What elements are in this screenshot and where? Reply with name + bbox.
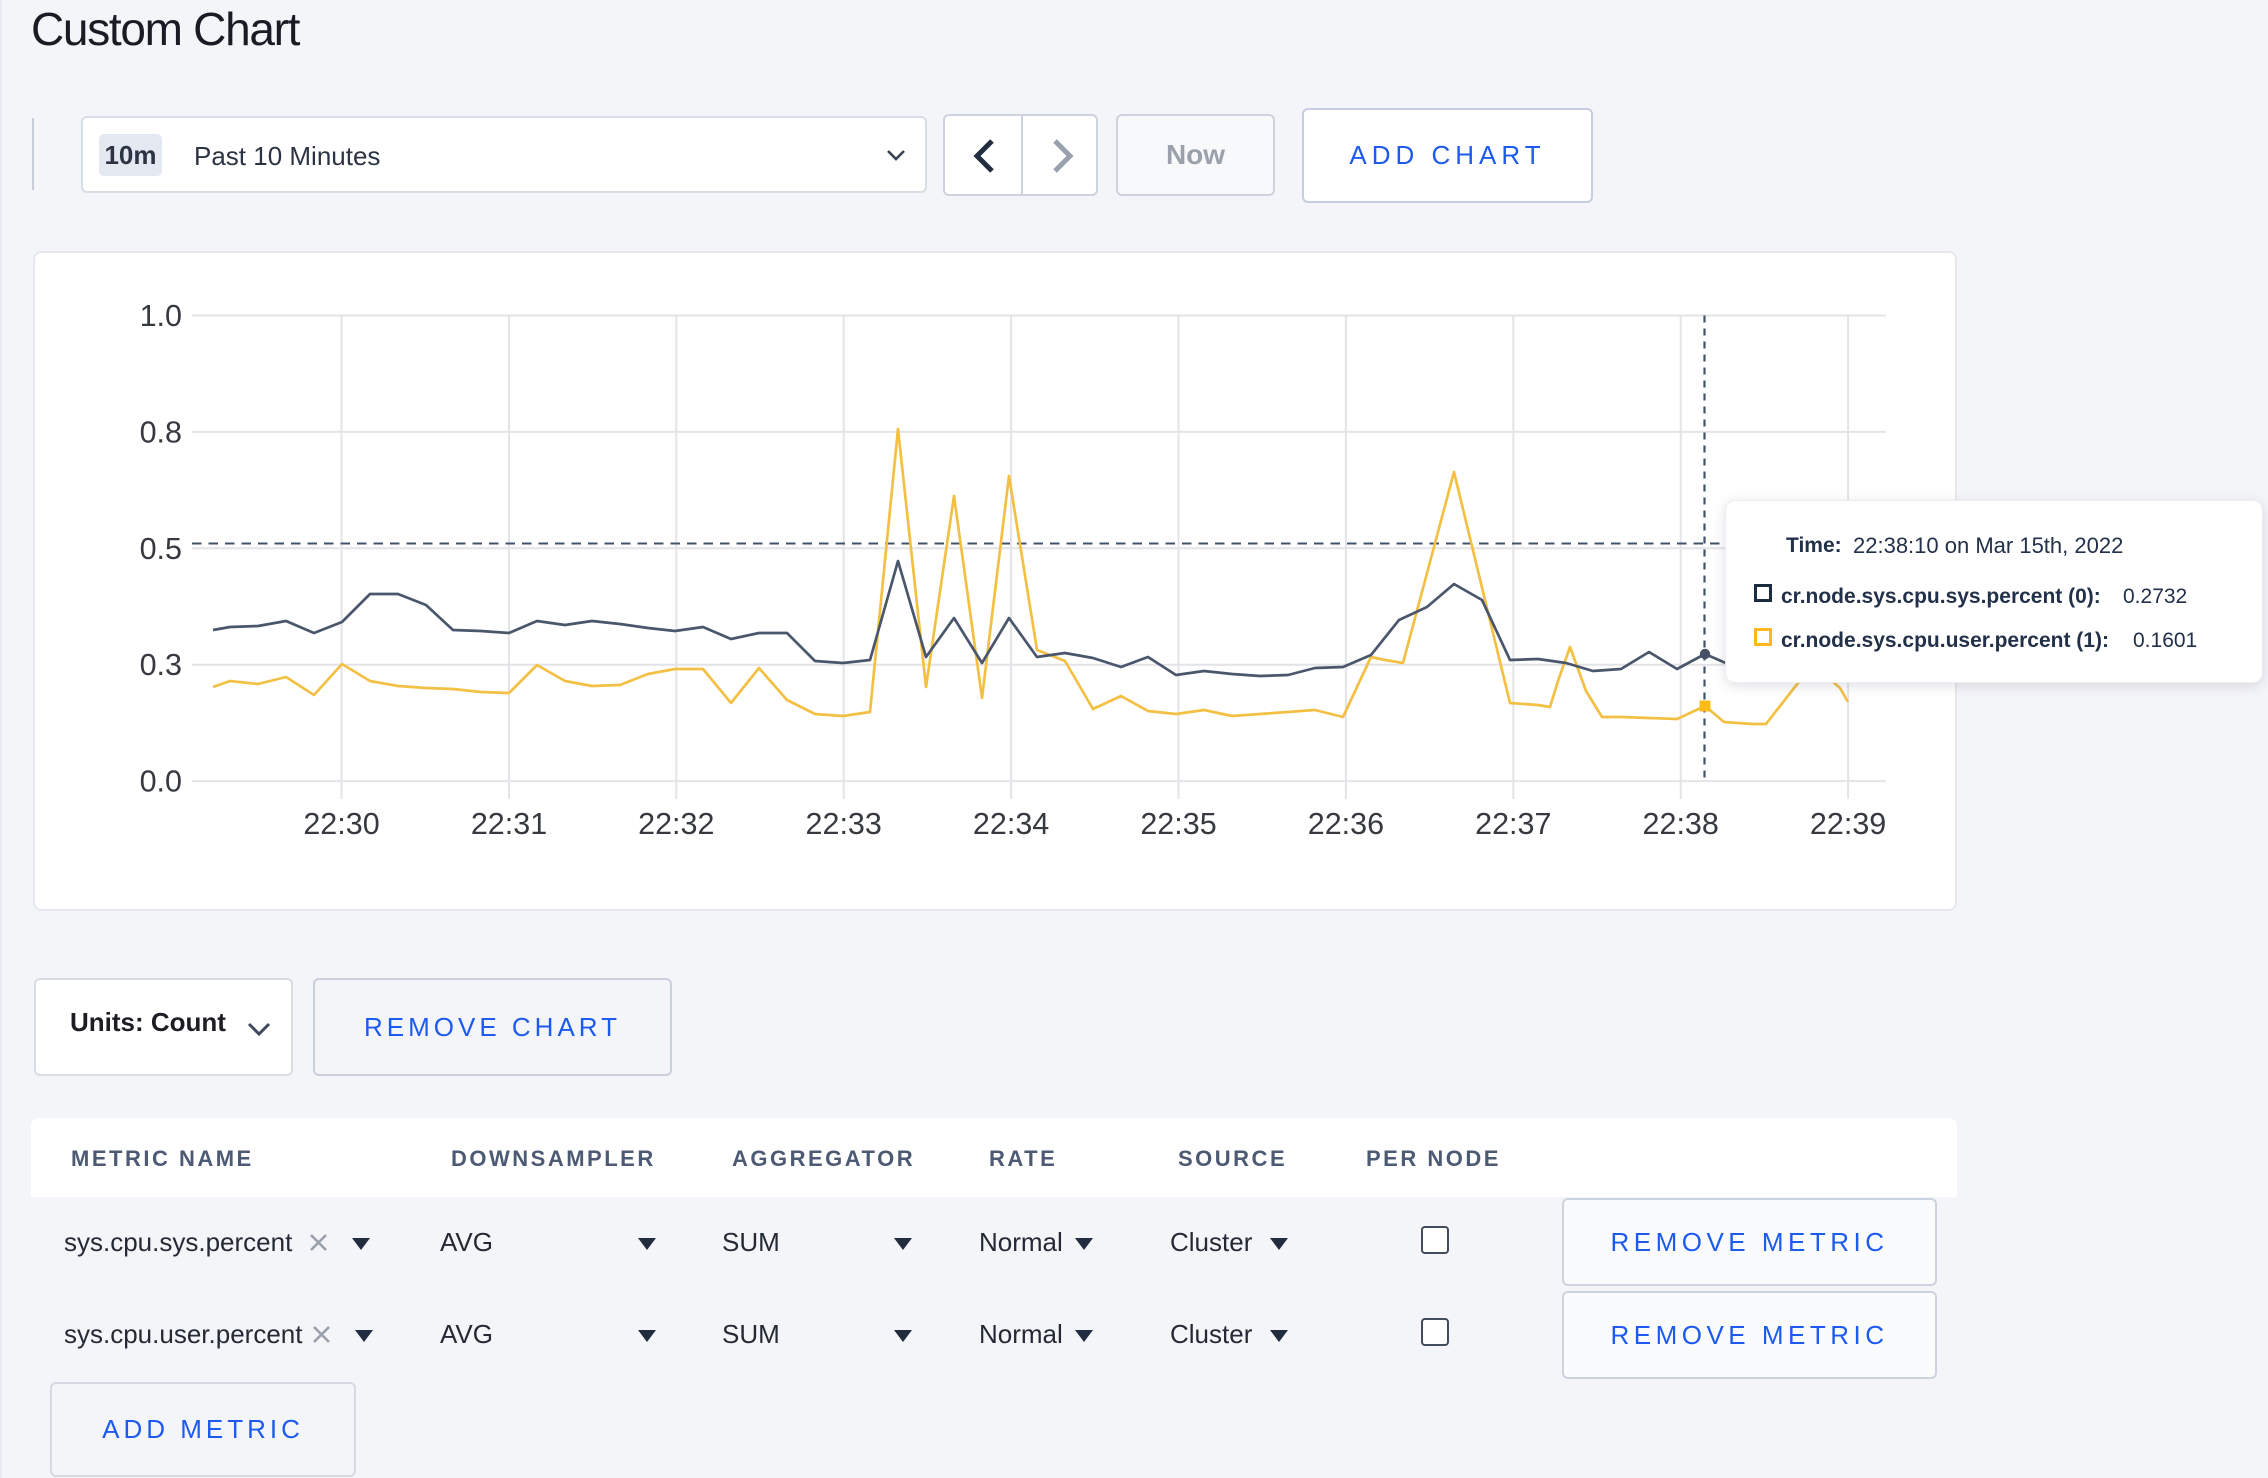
svg-text:22:31: 22:31 — [471, 807, 547, 841]
svg-text:0.0: 0.0 — [140, 765, 182, 799]
svg-text:22:37: 22:37 — [1475, 807, 1551, 841]
svg-text:22:36: 22:36 — [1308, 807, 1384, 841]
svg-text:22:39: 22:39 — [1810, 807, 1886, 841]
svg-text:22:35: 22:35 — [1140, 807, 1216, 841]
svg-text:22:30: 22:30 — [303, 807, 379, 841]
svg-text:0.8: 0.8 — [140, 415, 182, 449]
svg-text:0.3: 0.3 — [140, 648, 182, 682]
svg-text:0.5: 0.5 — [140, 532, 182, 566]
svg-text:22:33: 22:33 — [806, 807, 882, 841]
svg-text:1.0: 1.0 — [140, 299, 182, 333]
svg-text:22:34: 22:34 — [973, 807, 1049, 841]
svg-text:22:32: 22:32 — [638, 807, 714, 841]
svg-text:22:38: 22:38 — [1643, 807, 1719, 841]
